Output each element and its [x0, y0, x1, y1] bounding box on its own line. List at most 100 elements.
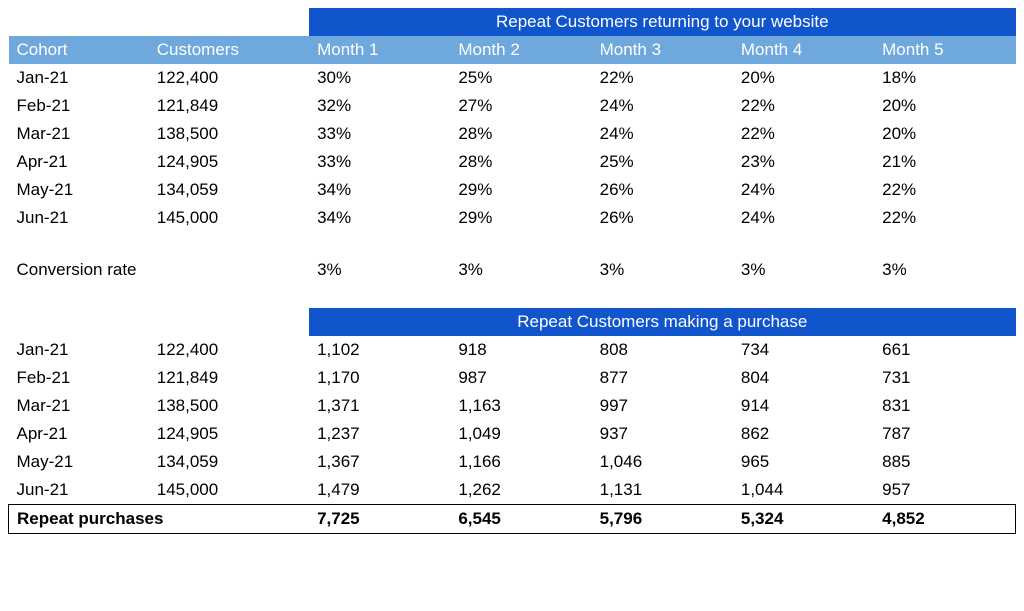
cell: 22% [874, 176, 1015, 204]
total-cell: 5,796 [592, 505, 733, 534]
cell: 831 [874, 392, 1015, 420]
col-month-4: Month 4 [733, 36, 874, 64]
cell: 937 [592, 420, 733, 448]
table-row: Apr-21 124,905 33% 28% 25% 23% 21% [9, 148, 1016, 176]
cell: 34% [309, 204, 450, 232]
cell: 731 [874, 364, 1015, 392]
cell: 24% [592, 120, 733, 148]
total-cell: 5,324 [733, 505, 874, 534]
cell: 877 [592, 364, 733, 392]
cell: 29% [450, 204, 591, 232]
customers-value: 124,905 [149, 148, 309, 176]
cell: 22% [592, 64, 733, 92]
table-row: Jun-21 145,000 1,479 1,262 1,131 1,044 9… [9, 476, 1016, 505]
total-cell: 6,545 [450, 505, 591, 534]
cell: 885 [874, 448, 1015, 476]
cell: 965 [733, 448, 874, 476]
customers-value: 121,849 [149, 92, 309, 120]
cell: 28% [450, 120, 591, 148]
table-row: May-21 134,059 34% 29% 26% 24% 22% [9, 176, 1016, 204]
cell: 804 [733, 364, 874, 392]
cell: 22% [874, 204, 1015, 232]
cohort-label: Feb-21 [9, 92, 149, 120]
cohort-label: Feb-21 [9, 364, 149, 392]
customers-value: 134,059 [149, 448, 309, 476]
col-month-3: Month 3 [592, 36, 733, 64]
cell: 22% [733, 120, 874, 148]
cohort-label: Apr-21 [9, 420, 149, 448]
cell: 24% [733, 176, 874, 204]
table-row: Mar-21 138,500 33% 28% 24% 22% 20% [9, 120, 1016, 148]
cell: 24% [592, 92, 733, 120]
header-row: Cohort Customers Month 1 Month 2 Month 3… [9, 36, 1016, 64]
total-cell: 4,852 [874, 505, 1015, 534]
table-row: Jan-21 122,400 30% 25% 22% 20% 18% [9, 64, 1016, 92]
col-month-1: Month 1 [309, 36, 450, 64]
cell: 20% [733, 64, 874, 92]
table-row: Apr-21 124,905 1,237 1,049 937 862 787 [9, 420, 1016, 448]
cell: 1,163 [450, 392, 591, 420]
cell: 3% [733, 256, 874, 284]
cell: 1,102 [309, 336, 450, 364]
cell: 1,044 [733, 476, 874, 505]
cell: 1,371 [309, 392, 450, 420]
cell: 23% [733, 148, 874, 176]
col-month-2: Month 2 [450, 36, 591, 64]
cohort-label: Mar-21 [9, 120, 149, 148]
cell: 3% [592, 256, 733, 284]
cell: 957 [874, 476, 1015, 505]
total-cell: 7,725 [309, 505, 450, 534]
cell: 24% [733, 204, 874, 232]
table-row: Jan-21 122,400 1,102 918 808 734 661 [9, 336, 1016, 364]
cell: 3% [309, 256, 450, 284]
cell: 661 [874, 336, 1015, 364]
cell: 787 [874, 420, 1015, 448]
col-month-5: Month 5 [874, 36, 1015, 64]
cell: 918 [450, 336, 591, 364]
cell: 32% [309, 92, 450, 120]
cell: 20% [874, 120, 1015, 148]
banner-row-bottom: Repeat Customers making a purchase [9, 308, 1016, 336]
cell: 1,262 [450, 476, 591, 505]
cell: 1,046 [592, 448, 733, 476]
cell: 1,479 [309, 476, 450, 505]
customers-value: 124,905 [149, 420, 309, 448]
cell: 1,166 [450, 448, 591, 476]
totals-label: Repeat purchases [9, 505, 310, 534]
cell: 18% [874, 64, 1015, 92]
cohort-label: May-21 [9, 176, 149, 204]
cohort-label: Mar-21 [9, 392, 149, 420]
cell: 808 [592, 336, 733, 364]
cell: 3% [874, 256, 1015, 284]
cell: 1,237 [309, 420, 450, 448]
customers-value: 121,849 [149, 364, 309, 392]
table-row: Feb-21 121,849 1,170 987 877 804 731 [9, 364, 1016, 392]
customers-value: 134,059 [149, 176, 309, 204]
totals-row: Repeat purchases 7,725 6,545 5,796 5,324… [9, 505, 1016, 534]
col-customers: Customers [149, 36, 309, 64]
cohort-label: Jun-21 [9, 476, 149, 505]
cell: 29% [450, 176, 591, 204]
cohort-label: Jun-21 [9, 204, 149, 232]
cell: 734 [733, 336, 874, 364]
cell: 22% [733, 92, 874, 120]
cohort-label: Jan-21 [9, 64, 149, 92]
cell: 25% [592, 148, 733, 176]
table-row: Feb-21 121,849 32% 27% 24% 22% 20% [9, 92, 1016, 120]
spacer-row [9, 232, 1016, 256]
cell: 1,367 [309, 448, 450, 476]
customers-value: 138,500 [149, 120, 309, 148]
cell: 1,131 [592, 476, 733, 505]
cell: 997 [592, 392, 733, 420]
table-row: Mar-21 138,500 1,371 1,163 997 914 831 [9, 392, 1016, 420]
cell: 33% [309, 120, 450, 148]
cell: 987 [450, 364, 591, 392]
cohort-label: May-21 [9, 448, 149, 476]
cohort-label: Apr-21 [9, 148, 149, 176]
customers-value: 145,000 [149, 476, 309, 505]
customers-value: 122,400 [149, 336, 309, 364]
cell: 1,049 [450, 420, 591, 448]
cell: 33% [309, 148, 450, 176]
table-row: Jun-21 145,000 34% 29% 26% 24% 22% [9, 204, 1016, 232]
cell: 21% [874, 148, 1015, 176]
